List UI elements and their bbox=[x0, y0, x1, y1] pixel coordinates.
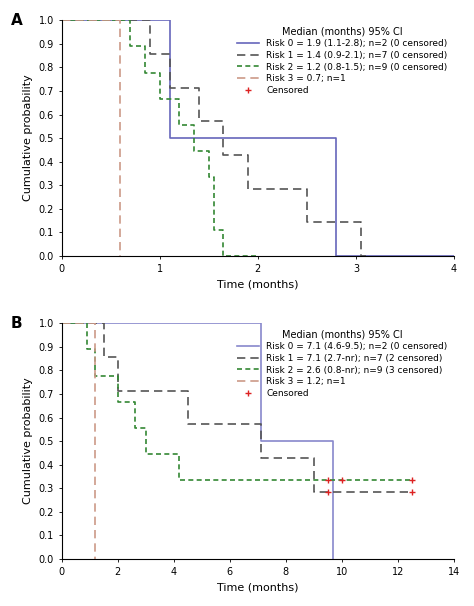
Text: A: A bbox=[10, 13, 22, 28]
X-axis label: Time (months): Time (months) bbox=[217, 279, 299, 289]
Y-axis label: Cumulative probability: Cumulative probability bbox=[23, 75, 33, 201]
Legend: Risk 0 = 1.9 (1.1-2.8); n=2 (0 censored), Risk 1 = 1.4 (0.9-2.1); n=7 (0 censore: Risk 0 = 1.9 (1.1-2.8); n=2 (0 censored)… bbox=[235, 25, 449, 97]
Y-axis label: Cumulative probability: Cumulative probability bbox=[23, 378, 33, 504]
Text: B: B bbox=[10, 316, 22, 331]
X-axis label: Time (months): Time (months) bbox=[217, 582, 299, 592]
Legend: Risk 0 = 7.1 (4.6-9.5); n=2 (0 censored), Risk 1 = 7.1 (2.7-nr); n=7 (2 censored: Risk 0 = 7.1 (4.6-9.5); n=2 (0 censored)… bbox=[235, 328, 449, 400]
